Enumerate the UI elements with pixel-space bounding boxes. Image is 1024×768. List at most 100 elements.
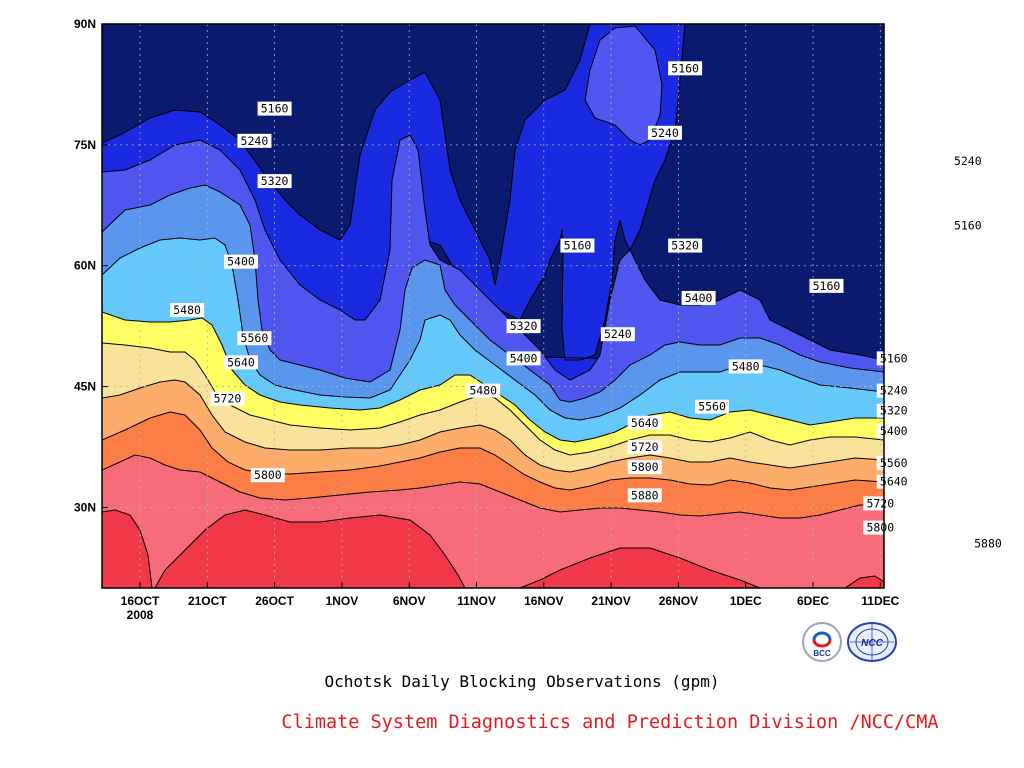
x-tick-label: 1DEC <box>730 594 762 608</box>
contour-labels: 5160 5240 5320 5400 5480 5560 5640 5720 5800 5160… <box>170 61 1005 551</box>
contour-label: 5640 <box>627 415 662 430</box>
contour-label: 5320 <box>668 238 703 253</box>
svg-text:5160: 5160 <box>813 279 841 293</box>
contour-label: 5880 <box>627 488 662 503</box>
svg-text:5320: 5320 <box>510 319 538 333</box>
contour-label: 5560 <box>695 399 730 414</box>
contour-label: 5160 <box>257 101 292 116</box>
contour-label: 5320 <box>876 403 911 418</box>
y-tick-label: 45N <box>74 380 96 394</box>
svg-text:5480: 5480 <box>732 359 760 373</box>
bcc-logo: BCC <box>802 622 842 662</box>
contour-label: 5640 <box>223 355 258 370</box>
svg-text:5800: 5800 <box>866 521 894 535</box>
svg-text:5480: 5480 <box>469 384 497 398</box>
x-tick-label: 16NOV <box>524 594 563 608</box>
svg-text:5720: 5720 <box>866 496 894 510</box>
svg-text:5240: 5240 <box>604 327 632 341</box>
x-tick-label: 11NOV <box>457 594 496 608</box>
contour-label: 5240 <box>876 383 911 398</box>
svg-text:5400: 5400 <box>685 291 713 305</box>
contour-label: 5160 <box>809 278 844 293</box>
svg-text:5240: 5240 <box>954 154 982 168</box>
contour-label: 5240 <box>237 133 272 148</box>
plot-frame <box>101 23 885 589</box>
svg-text:5720: 5720 <box>631 440 659 454</box>
logos: BCC NCC <box>802 622 897 662</box>
contour-fills <box>102 24 884 588</box>
svg-text:5640: 5640 <box>631 416 659 430</box>
contour-label: 5800 <box>863 520 898 535</box>
fill-5240-core <box>584 25 663 146</box>
contour-label: 5720 <box>863 496 898 511</box>
y-tick-label: 90N <box>74 17 96 31</box>
svg-text:5240: 5240 <box>241 134 269 148</box>
contour-label: 5160 <box>950 218 985 233</box>
svg-text:5880: 5880 <box>631 488 659 502</box>
svg-text:5160: 5160 <box>564 239 592 253</box>
svg-text:5320: 5320 <box>671 239 699 253</box>
fill-5880-west <box>102 509 153 588</box>
contour-label: 5400 <box>876 423 911 438</box>
svg-text:5800: 5800 <box>631 460 659 474</box>
svg-text:5640: 5640 <box>880 475 908 489</box>
contour-label: 5240 <box>950 153 985 168</box>
chart-caption: Ochotsk Daily Blocking Observations (gpm… <box>324 672 720 691</box>
contour-chart: 16OCT 21OCT 26OCT 1NOV 6NOV 11NOV 16NOV 21NOV 26… <box>73 17 1005 622</box>
contour-label: 5560 <box>876 456 911 471</box>
svg-text:5240: 5240 <box>880 384 908 398</box>
svg-text:5640: 5640 <box>227 355 255 369</box>
x-year-label: 2008 <box>127 608 154 622</box>
svg-text:5400: 5400 <box>227 255 255 269</box>
contour-label: 5640 <box>876 474 911 489</box>
contour-label: 5160 <box>876 351 911 366</box>
ncc-logo: NCC <box>847 622 897 662</box>
contour-label: 5320 <box>506 319 541 334</box>
contour-label: 5800 <box>250 468 285 483</box>
x-tick-label: 11DEC <box>861 594 899 608</box>
svg-text:5320: 5320 <box>261 174 289 188</box>
x-tick-label: 6DEC <box>797 594 829 608</box>
svg-text:5400: 5400 <box>880 424 908 438</box>
contour-label: 5400 <box>223 255 258 269</box>
fill-5880-center <box>154 509 466 588</box>
contour-label: 5240 <box>647 126 682 140</box>
svg-text:5560: 5560 <box>880 456 908 470</box>
fill-5880-east <box>519 547 761 588</box>
contour-label: 5720 <box>210 391 245 406</box>
contour-label: 5320 <box>257 174 292 189</box>
contour-label: 5720 <box>627 440 662 454</box>
contour-label: 5160 <box>560 238 595 253</box>
svg-text:5400: 5400 <box>510 351 538 365</box>
svg-text:5160: 5160 <box>880 351 908 365</box>
x-axis-ticks: 16OCT 21OCT 26OCT 1NOV 6NOV 11NOV 16NOV 21NOV 26… <box>121 582 900 622</box>
svg-text:5800: 5800 <box>254 468 282 482</box>
x-tick-label: 26NOV <box>659 594 698 608</box>
contour-label: 5880 <box>970 536 1005 551</box>
svg-text:5880: 5880 <box>974 537 1002 551</box>
contour-label: 5480 <box>728 359 763 374</box>
svg-text:5160: 5160 <box>671 61 699 75</box>
contour-label: 5240 <box>600 327 635 342</box>
svg-text:5720: 5720 <box>214 392 242 406</box>
contour-label: 5400 <box>681 290 716 305</box>
svg-text:5160: 5160 <box>261 102 289 116</box>
y-tick-label: 60N <box>74 259 96 273</box>
svg-text:5560: 5560 <box>698 400 726 414</box>
contour-label: 5480 <box>170 303 205 318</box>
svg-text:5480: 5480 <box>173 303 201 317</box>
x-tick-label: 21OCT <box>188 594 227 608</box>
fill-5880-edge <box>844 575 884 588</box>
x-tick-label: 21NOV <box>591 594 630 608</box>
x-tick-label: 1NOV <box>326 594 359 608</box>
credit-line: Climate System Diagnostics and Predictio… <box>281 712 939 733</box>
contour-label: 5400 <box>506 351 541 366</box>
svg-text:5160: 5160 <box>954 218 982 232</box>
svg-text:5320: 5320 <box>880 404 908 418</box>
ncc-logo-text: NCC <box>861 638 883 649</box>
contour-label: 5560 <box>237 331 272 346</box>
svg-text:5240: 5240 <box>651 126 679 140</box>
bcc-logo-text: BCC <box>813 649 831 658</box>
x-tick-label: 16OCT <box>121 594 160 608</box>
contour-label: 5480 <box>466 383 501 398</box>
